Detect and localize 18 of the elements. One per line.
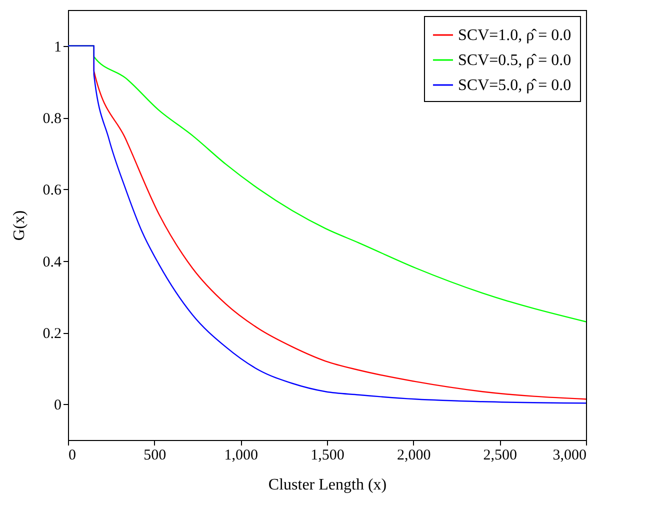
x-tick-label: 1,000 — [224, 448, 258, 464]
x-axis-title: Cluster Length (x) — [268, 476, 387, 494]
x-tick-label: 1,500 — [310, 448, 344, 464]
y-tick-label: 0.2 — [42, 326, 62, 342]
x-tick-label: 500 — [144, 448, 166, 464]
x-tick-label: 2,000 — [396, 448, 431, 464]
x-tick-label: 3,000 — [552, 448, 586, 464]
y-tick-label: 0 — [54, 398, 62, 414]
legend-label: SCV=0.5, ρ̂ = 0.0 — [458, 52, 572, 69]
legend-label: SCV=5.0, ρ̂ = 0.0 — [458, 77, 572, 94]
y-tick-label: 0.8 — [42, 111, 62, 127]
y-tick-label: 1 — [54, 39, 62, 56]
legend-label: SCV=1.0, ρ̂ = 0.0 — [458, 27, 572, 44]
y-tick-label: 0.6 — [42, 182, 62, 199]
y-axis-title: G(x) — [10, 210, 28, 241]
x-tick-label: 2,500 — [483, 448, 518, 464]
x-tick-label: 0 — [68, 448, 76, 464]
y-tick-label: 0.4 — [42, 254, 62, 270]
